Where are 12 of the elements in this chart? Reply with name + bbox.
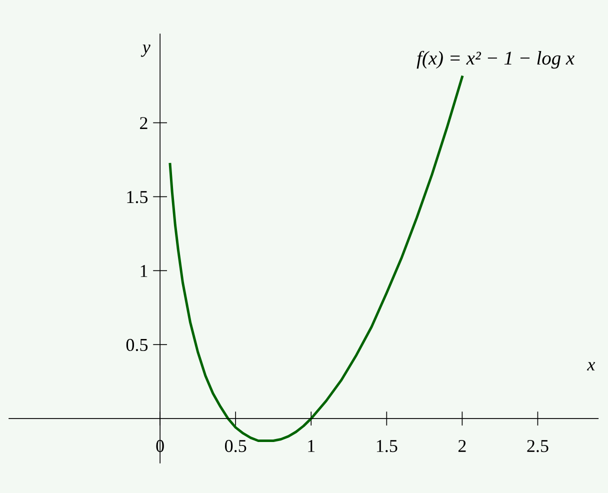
x-tick-label: 1 bbox=[308, 440, 315, 452]
y-tick-label: 1 bbox=[140, 265, 148, 277]
y-tick-label: 0.5 bbox=[126, 338, 148, 352]
y-axis-title: y bbox=[140, 44, 150, 57]
y-tick-label: 1.5 bbox=[127, 191, 148, 204]
y-tick-label: 2 bbox=[140, 117, 148, 130]
x-axis-title: x bbox=[586, 362, 596, 370]
x-tick-label: 1.5 bbox=[376, 440, 398, 452]
annotation: f(x) = x² − 1 − log x bbox=[416, 50, 574, 69]
x-tick-label: 0.5 bbox=[225, 440, 246, 452]
x-tick-label: 2 bbox=[458, 440, 466, 452]
x-tick-label: 2.5 bbox=[527, 440, 548, 452]
